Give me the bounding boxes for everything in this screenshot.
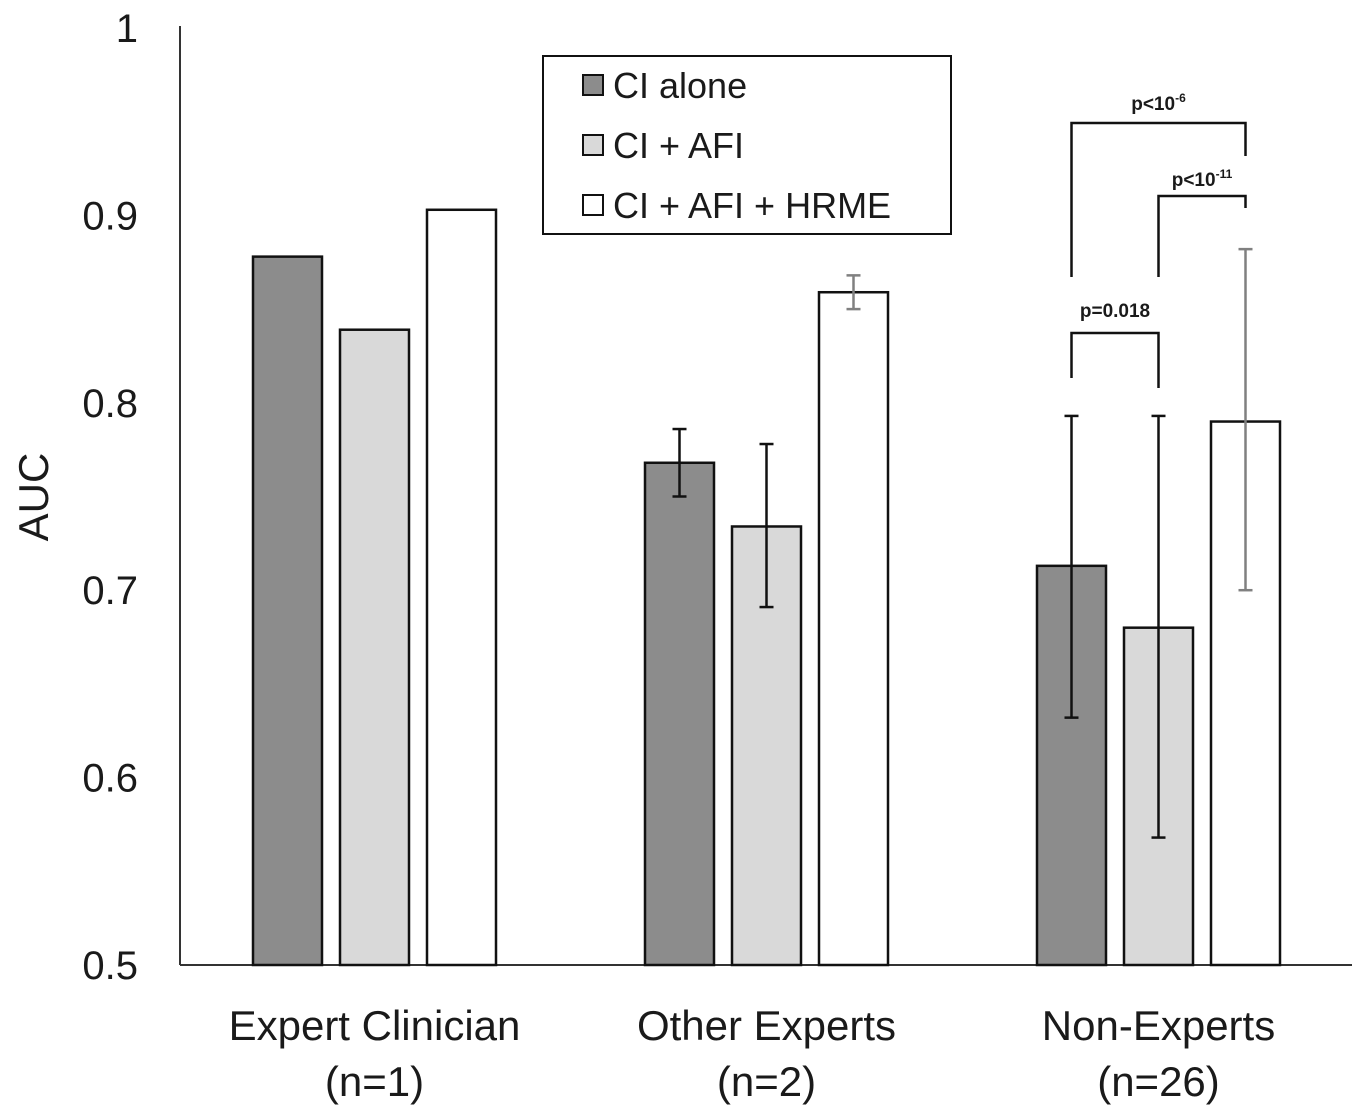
- significance-brackets: p=0.018 p<10-11 p<10-6: [1070, 91, 1247, 388]
- p-value-label: p<10-11: [1172, 167, 1233, 191]
- legend-swatch: [582, 134, 604, 156]
- significance-bracket: [1157, 194, 1247, 277]
- legend: CI alone CI + AFI CI + AFI + HRME: [542, 55, 952, 235]
- bar: [817, 290, 890, 967]
- x-category-sublabel: (n=2): [717, 1058, 816, 1105]
- bar: [251, 255, 324, 967]
- x-category-label: Expert Clinician: [229, 1002, 521, 1049]
- legend-swatch: [582, 74, 604, 96]
- y-tick-label: 0.6: [82, 757, 138, 801]
- y-tick-label: 0.5: [82, 944, 138, 988]
- y-axis-label: AUC: [10, 453, 57, 542]
- bar: [643, 461, 716, 967]
- p-value-label: p<10-6: [1131, 91, 1186, 115]
- legend-label: CI + AFI + HRME: [613, 185, 891, 226]
- y-tick-label: 1: [116, 7, 138, 51]
- significance-bracket: [1070, 121, 1247, 277]
- significance-bracket: [1070, 331, 1160, 388]
- y-tick-label: 0.8: [82, 382, 138, 426]
- p-value-label: p=0.018: [1080, 301, 1150, 322]
- bar: [338, 328, 411, 967]
- legend-label: CI alone: [613, 65, 747, 106]
- legend-box: [542, 55, 952, 235]
- legend-label: CI + AFI: [613, 125, 744, 166]
- legend-swatch: [582, 194, 604, 216]
- y-tick-label: 0.7: [82, 569, 138, 613]
- x-category-label: Non-Experts: [1042, 1002, 1275, 1049]
- x-category-sublabel: (n=26): [1097, 1058, 1220, 1105]
- bar: [425, 208, 498, 967]
- x-category-label: Other Experts: [637, 1002, 896, 1049]
- x-category-sublabel: (n=1): [325, 1058, 424, 1105]
- error-bars: [672, 247, 1253, 839]
- axes: 0.5 0.6 0.7 0.8 0.9 1 AUC Expert Clinician (n=1)…: [10, 7, 1352, 1105]
- y-tick-label: 0.9: [82, 194, 138, 238]
- bars: [251, 208, 1282, 967]
